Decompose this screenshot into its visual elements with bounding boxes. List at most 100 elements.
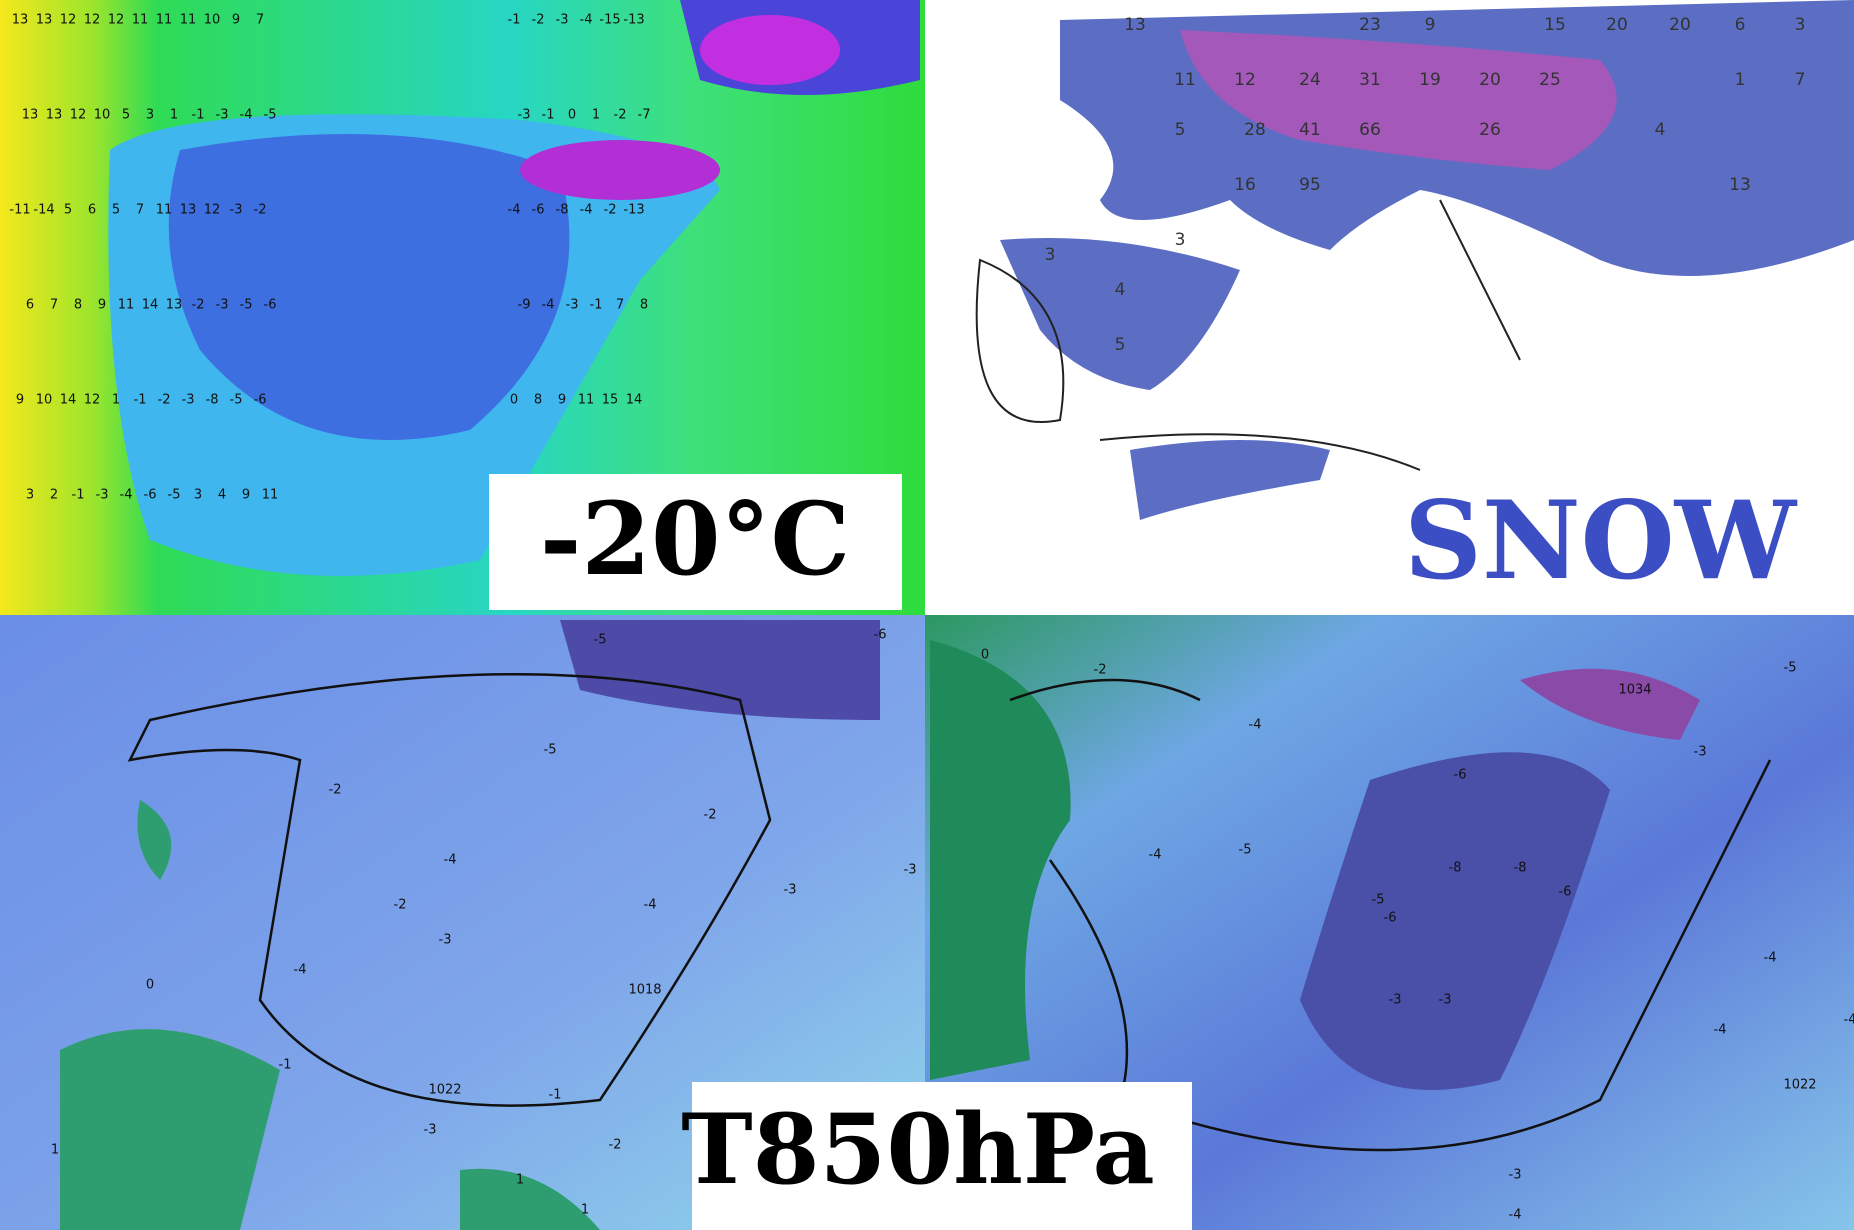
grid-value: 15 <box>602 393 619 408</box>
grid-value: -4 <box>542 298 555 313</box>
contour-label: -2 <box>1094 663 1107 678</box>
grid-value: 9 <box>242 488 250 503</box>
snow-total: 23 <box>1359 15 1381 35</box>
grid-value: 10 <box>36 393 53 408</box>
grid-value: 12 <box>84 13 101 28</box>
grid-value: -13 <box>623 203 644 218</box>
contour-label: -3 <box>784 883 797 898</box>
grid-value: 5 <box>112 203 120 218</box>
grid-value: 1 <box>112 393 120 408</box>
contour-label: -3 <box>1509 1168 1522 1183</box>
contour-label: -3 <box>439 933 452 948</box>
contour-label: 1 <box>581 1203 589 1218</box>
contour-label: -6 <box>874 628 887 643</box>
contour-label: -2 <box>704 808 717 823</box>
grid-value: -5 <box>264 108 277 123</box>
grid-value: 10 <box>204 13 221 28</box>
grid-value: -3 <box>230 203 243 218</box>
grid-value: -8 <box>556 203 569 218</box>
grid-value: 6 <box>26 298 34 313</box>
snow-total: 12 <box>1234 70 1256 90</box>
snow-total: 41 <box>1299 120 1321 140</box>
cold-core <box>560 620 880 720</box>
grid-value: -1 <box>192 108 205 123</box>
caption: T850hPa <box>681 1093 1154 1206</box>
grid-value: -2 <box>604 203 617 218</box>
grid-value: 7 <box>256 13 264 28</box>
grid-value: 5 <box>122 108 130 123</box>
grid-value: 3 <box>194 488 202 503</box>
snow-total: 1 <box>1735 70 1746 90</box>
grid-value: -5 <box>168 488 181 503</box>
contour-label: -4 <box>1764 951 1777 966</box>
warm-region <box>60 1029 280 1230</box>
cold-core <box>1300 752 1610 1090</box>
grid-value: -4 <box>240 108 253 123</box>
grid-value: -2 <box>254 203 267 218</box>
snow-total: 28 <box>1244 120 1266 140</box>
snow-total: 66 <box>1359 120 1381 140</box>
snow-total: 3 <box>1175 230 1186 250</box>
grid-value: 7 <box>136 203 144 218</box>
grid-value: 8 <box>534 393 542 408</box>
contour-label: -2 <box>394 898 407 913</box>
contour-label: -2 <box>329 783 342 798</box>
grid-value: -3 <box>566 298 579 313</box>
grid-value: 12 <box>70 108 87 123</box>
contour-label: -3 <box>1694 745 1707 760</box>
grid-value: 13 <box>180 203 197 218</box>
grid-value: -5 <box>230 393 243 408</box>
contour-label: -4 <box>1149 848 1162 863</box>
grid-value: 14 <box>60 393 77 408</box>
contour-label: -1 <box>279 1058 292 1073</box>
contour-label: -3 <box>424 1123 437 1138</box>
grid-value: 9 <box>98 298 106 313</box>
contour-label: -6 <box>1454 768 1467 783</box>
grid-value: 1 <box>592 108 600 123</box>
grid-value: -1 <box>542 108 555 123</box>
grid-value: 9 <box>16 393 24 408</box>
snow-total: 20 <box>1606 15 1628 35</box>
caption-box <box>692 1082 1192 1230</box>
grid-value: 11 <box>578 393 595 408</box>
grid-value: 14 <box>142 298 159 313</box>
contour-label: 1 <box>516 1173 524 1188</box>
grid-value: -3 <box>556 13 569 28</box>
grid-value: -7 <box>638 108 651 123</box>
contour-label: -3 <box>1439 993 1452 1008</box>
contour-label: -5 <box>594 633 607 648</box>
snow-total: 7 <box>1795 70 1806 90</box>
grid-value: -14 <box>33 203 54 218</box>
contour-label: 0 <box>981 648 989 663</box>
snow-spain <box>1000 238 1240 390</box>
snow-total: 5 <box>1115 335 1126 355</box>
grid-value: -2 <box>614 108 627 123</box>
grid-value: 13 <box>46 108 63 123</box>
snow-total: 3 <box>1045 245 1056 265</box>
coldest-core <box>1520 668 1700 740</box>
temp-label: -20°C <box>540 480 850 598</box>
grid-value: -3 <box>518 108 531 123</box>
grid-value: 8 <box>640 298 648 313</box>
borders <box>1009 678 1772 1152</box>
grid-value: 8 <box>74 298 82 313</box>
contour-label: -3 <box>904 863 917 878</box>
grid-value: -4 <box>580 13 593 28</box>
grid-value: 12 <box>84 393 101 408</box>
label-box <box>489 474 902 610</box>
grid-value: -4 <box>508 203 521 218</box>
coldest-region <box>520 140 720 200</box>
snow-total: 3 <box>1795 15 1806 35</box>
grid-value: 3 <box>26 488 34 503</box>
snow-total: 9 <box>1425 15 1436 35</box>
grid-value: -3 <box>96 488 109 503</box>
grid-value: -3 <box>216 298 229 313</box>
grid-value: 9 <box>232 13 240 28</box>
grid-value: 11 <box>118 298 135 313</box>
snow-total: 16 <box>1234 175 1256 195</box>
contour-label: -5 <box>1239 843 1252 858</box>
snow-heavy <box>1180 30 1617 170</box>
grid-value: 2 <box>50 488 58 503</box>
grid-value: 13 <box>12 13 29 28</box>
